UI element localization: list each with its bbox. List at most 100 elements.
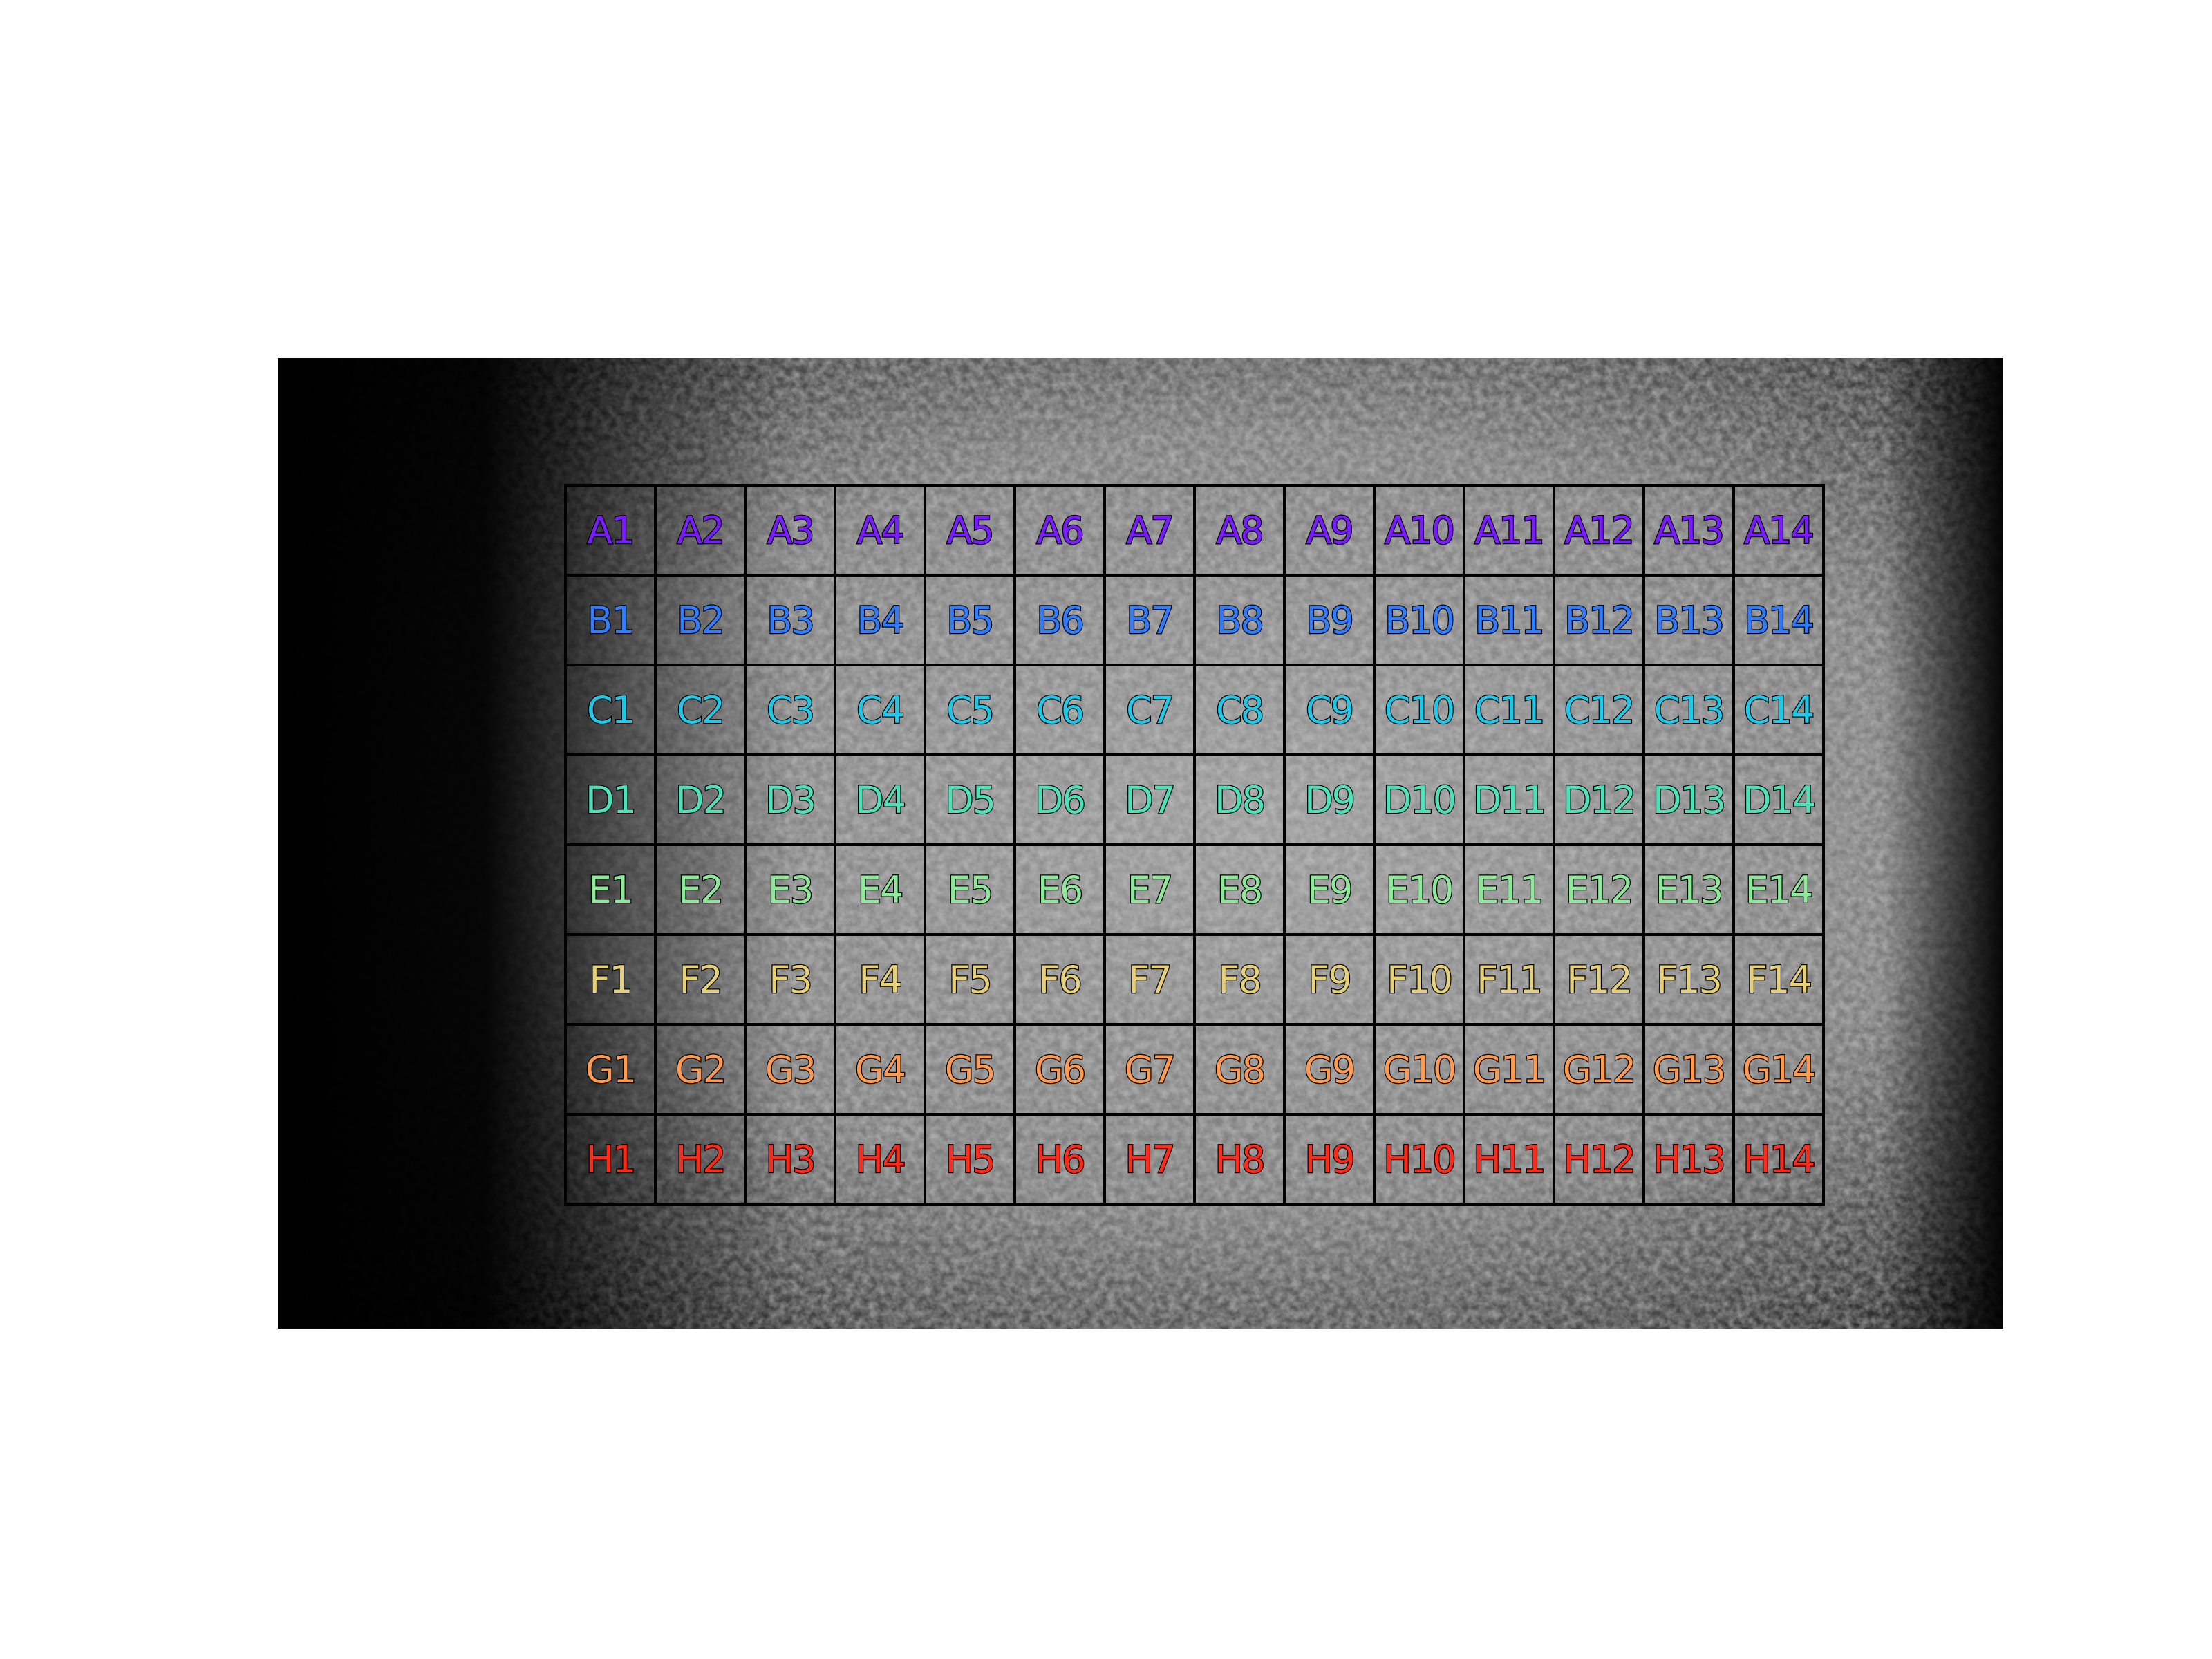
grid-cell-e6: E6: [1013, 843, 1106, 936]
grid-cell-d8: D8: [1193, 753, 1286, 846]
grid-cell-h6: H6: [1013, 1113, 1106, 1206]
grid-cell-f7: F7: [1103, 933, 1196, 1026]
grid-cell-g2: G2: [654, 1023, 747, 1116]
grid-cell-d6: D6: [1013, 753, 1106, 846]
grid-cell-g12: G12: [1553, 1023, 1645, 1116]
grid-cell-g10: G10: [1373, 1023, 1465, 1116]
grid-cell-g3: G3: [744, 1023, 836, 1116]
grid-cell-e7: E7: [1103, 843, 1196, 936]
grid-cell-b12: B12: [1553, 574, 1645, 666]
grid-cell-h14: H14: [1732, 1113, 1825, 1206]
grid-cell-b10: B10: [1373, 574, 1465, 666]
grid-cell-e13: E13: [1642, 843, 1735, 936]
grid-cell-g5: G5: [924, 1023, 1016, 1116]
grid-cell-a6: A6: [1013, 484, 1106, 577]
grid-cell-f2: F2: [654, 933, 747, 1026]
grid-cell-h5: H5: [924, 1113, 1016, 1206]
grid-cell-a10: A10: [1373, 484, 1465, 577]
grid-cell-b4: B4: [834, 574, 926, 666]
grid-cell-d11: D11: [1463, 753, 1555, 846]
grid-cell-d5: D5: [924, 753, 1016, 846]
grid-cell-d10: D10: [1373, 753, 1465, 846]
grid-cell-f5: F5: [924, 933, 1016, 1026]
grid-cell-c14: C14: [1732, 664, 1825, 756]
grid-cell-c13: C13: [1642, 664, 1735, 756]
grid-cell-d14: D14: [1732, 753, 1825, 846]
grid-cell-d9: D9: [1283, 753, 1376, 846]
grid-cell-f9: F9: [1283, 933, 1376, 1026]
grid-cell-c7: C7: [1103, 664, 1196, 756]
grid-cell-d1: D1: [564, 753, 657, 846]
grid-cell-h1: H1: [564, 1113, 657, 1206]
grid-cell-d12: D12: [1553, 753, 1645, 846]
grid-cell-b5: B5: [924, 574, 1016, 666]
grid-cell-a3: A3: [744, 484, 836, 577]
grid-cell-b1: B1: [564, 574, 657, 666]
grid-cell-c3: C3: [744, 664, 836, 756]
grid-cell-f14: F14: [1732, 933, 1825, 1026]
grid-cell-c9: C9: [1283, 664, 1376, 756]
grid-cell-e5: E5: [924, 843, 1016, 936]
grid-cell-b9: B9: [1283, 574, 1376, 666]
grid-cell-d7: D7: [1103, 753, 1196, 846]
grid-cell-c8: C8: [1193, 664, 1286, 756]
grid-cell-c10: C10: [1373, 664, 1465, 756]
microscopy-photo: A1 A2 A3 A4 A5 A6 A7 A8 A9 A10 A11 A12 A13 A14 B1 B2 B3 B…: [278, 358, 2003, 1329]
grid-cell-g14: G14: [1732, 1023, 1825, 1116]
grid-cell-d4: D4: [834, 753, 926, 846]
grid-cell-a14: A14: [1732, 484, 1825, 577]
grid-cell-b14: B14: [1732, 574, 1825, 666]
grid-cell-h12: H12: [1553, 1113, 1645, 1206]
grid-cell-a8: A8: [1193, 484, 1286, 577]
grid-cell-d3: D3: [744, 753, 836, 846]
grid-cell-a11: A11: [1463, 484, 1555, 577]
grid-cell-e11: E11: [1463, 843, 1555, 936]
grid-cell-g11: G11: [1463, 1023, 1555, 1116]
grid-cell-e4: E4: [834, 843, 926, 936]
grid-cell-c6: C6: [1013, 664, 1106, 756]
grid-cell-c5: C5: [924, 664, 1016, 756]
grid-cell-a12: A12: [1553, 484, 1645, 577]
grid-cell-f4: F4: [834, 933, 926, 1026]
grid-cell-e10: E10: [1373, 843, 1465, 936]
grid-cell-g9: G9: [1283, 1023, 1376, 1116]
grid-cell-f13: F13: [1642, 933, 1735, 1026]
grid-cell-e9: E9: [1283, 843, 1376, 936]
grid-cell-c4: C4: [834, 664, 926, 756]
grid-cell-b13: B13: [1642, 574, 1735, 666]
grid-cell-h4: H4: [834, 1113, 926, 1206]
grid-cell-d13: D13: [1642, 753, 1735, 846]
grid-cell-a13: A13: [1642, 484, 1735, 577]
grid-cell-e14: E14: [1732, 843, 1825, 936]
grid-cell-g8: G8: [1193, 1023, 1286, 1116]
grid-cell-b7: B7: [1103, 574, 1196, 666]
grid-cell-f11: F11: [1463, 933, 1555, 1026]
grid-cell-a4: A4: [834, 484, 926, 577]
grid-cell-a1: A1: [564, 484, 657, 577]
grid-cell-f12: F12: [1553, 933, 1645, 1026]
grid-cell-b11: B11: [1463, 574, 1555, 666]
grid-cell-g7: G7: [1103, 1023, 1196, 1116]
grid-cell-e12: E12: [1553, 843, 1645, 936]
grid-cell-h2: H2: [654, 1113, 747, 1206]
grid-cell-b8: B8: [1193, 574, 1286, 666]
grid-cell-a2: A2: [654, 484, 747, 577]
grid-cell-e8: E8: [1193, 843, 1286, 936]
grid-cell-f1: F1: [564, 933, 657, 1026]
grid-cell-c12: C12: [1553, 664, 1645, 756]
grid-cell-h3: H3: [744, 1113, 836, 1206]
grid-cell-b6: B6: [1013, 574, 1106, 666]
grid-cell-f3: F3: [744, 933, 836, 1026]
grid-cell-f8: F8: [1193, 933, 1286, 1026]
grid-cell-h10: H10: [1373, 1113, 1465, 1206]
grid-cell-c1: C1: [564, 664, 657, 756]
grid-cell-a5: A5: [924, 484, 1016, 577]
grid-cell-e1: E1: [564, 843, 657, 936]
grid-cell-a9: A9: [1283, 484, 1376, 577]
grid-cell-g13: G13: [1642, 1023, 1735, 1116]
grid-cell-e3: E3: [744, 843, 836, 936]
grid-cell-g1: G1: [564, 1023, 657, 1116]
grid-cell-b3: B3: [744, 574, 836, 666]
grid-cell-e2: E2: [654, 843, 747, 936]
grid-cell-h7: H7: [1103, 1113, 1196, 1206]
